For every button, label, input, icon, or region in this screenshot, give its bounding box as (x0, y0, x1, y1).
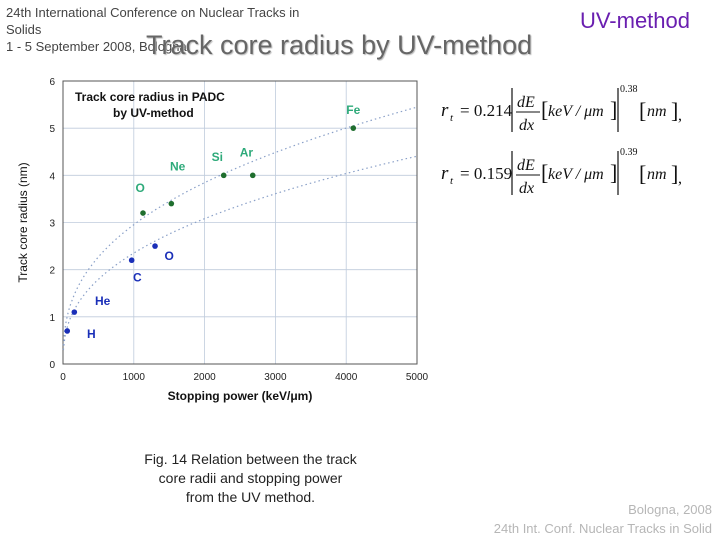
y-tick-label: 5 (49, 124, 55, 135)
eq1-bracket-open: [ (541, 97, 548, 122)
y-tick-label: 3 (49, 219, 55, 230)
eq1-unit-bracket-close: ] (671, 98, 678, 123)
point-label: Ar (240, 145, 254, 159)
data-point (140, 210, 146, 216)
eq2-lhs: r (441, 163, 449, 184)
fit-curves (62, 106, 417, 351)
eq1-coefficient: = 0.214 (460, 101, 513, 120)
data-points (64, 125, 357, 334)
eq1-bracket-close: ] (610, 97, 617, 122)
chart-grid (62, 80, 418, 365)
eq2-denominator: dx (519, 180, 534, 197)
eq1-exponent: 0.38 (620, 84, 638, 95)
conference-header: 24th International Conference on Nuclear… (6, 4, 346, 55)
method-tag: UV-method (579, 8, 690, 33)
data-point (152, 243, 158, 249)
conference-line-2: Solids (6, 22, 42, 37)
caption-line-2: core radii and stopping power (158, 470, 343, 486)
eq2-bracket-open: [ (541, 160, 548, 185)
eq2-subscript: t (450, 175, 454, 187)
eq2-unit-bracket-open: [ (639, 161, 646, 186)
y-tick-label: 6 (49, 77, 55, 88)
eq2-result-unit: nm (647, 166, 667, 183)
x-tick-label: 3000 (264, 372, 287, 383)
footer-line-1: Bologna, 2008 (628, 502, 712, 517)
radius-vs-stopping-power-chart: 0 1 2 3 4 5 6 0 1000 2000 3000 4000 5000 H He C O O Ne Si A… (16, 77, 429, 403)
point-label: H (87, 327, 96, 341)
eq1-subscript: t (450, 112, 454, 124)
point-labels: H He C O O Ne Si Ar Fe (87, 103, 361, 341)
data-point (71, 309, 78, 315)
conference-line-1: 24th International Conference on Nuclear… (6, 5, 300, 20)
point-label: Fe (346, 103, 360, 117)
eq1-unit-bracket-open: [ (639, 98, 646, 123)
chart-title-line-1: Track core radius in PADC (75, 90, 225, 104)
caption-line-1: Fig. 14 Relation between the track (144, 451, 357, 467)
y-tick-label: 1 (49, 313, 55, 324)
eq1-trail: , (678, 107, 682, 124)
eq2-unit-bracket-close: ] (671, 161, 678, 186)
eq1-numerator: dE (517, 94, 535, 111)
fit-curve-2 (62, 155, 417, 351)
x-tick-label: 1000 (123, 372, 146, 383)
data-point (168, 200, 175, 207)
point-label: O (136, 181, 145, 195)
data-point (249, 172, 256, 179)
slide-footer: Bologna, 2008 24th Int. Conf. Nuclear Tr… (494, 500, 712, 538)
point-label: O (165, 249, 174, 263)
x-tick-label: 0 (60, 372, 66, 383)
conference-line-3: 1 - 5 September 2008, Bologna (6, 39, 187, 54)
eq2-unit: keV / μm (548, 166, 604, 183)
point-label: Si (212, 150, 223, 164)
equation-fit-1: r t = 0.214 dE dx [ keV / μm ] 0.38 [ nm… (441, 84, 682, 134)
y-tick-label: 2 (49, 266, 55, 277)
y-tick-label: 4 (49, 171, 55, 182)
y-axis-label: Track core radius (nm) (16, 162, 30, 282)
eq2-numerator: dE (517, 157, 535, 174)
data-point (220, 172, 227, 179)
point-label: He (95, 294, 111, 308)
eq2-coefficient: = 0.159 (460, 164, 512, 183)
eq1-result-unit: nm (647, 103, 667, 120)
slide-title: Track core radius by UV-method (146, 30, 533, 60)
data-point (350, 125, 357, 131)
axis-ticks: 0 1 2 3 4 5 6 0 1000 2000 3000 4000 5000 (49, 77, 428, 383)
eq2-exponent: 0.39 (620, 147, 638, 158)
data-point (64, 328, 71, 334)
eq1-lhs: r (441, 100, 449, 121)
x-tick-label: 5000 (406, 372, 429, 383)
eq2-bracket-close: ] (610, 160, 617, 185)
fit-curve-1 (62, 106, 417, 346)
eq2-trail: , (678, 170, 682, 187)
chart-title-line-2: by UV-method (113, 106, 194, 120)
equation-fit-2: r t = 0.159 dE dx [ keV / μm ] 0.39 [ nm… (441, 147, 682, 197)
footer-line-2: 24th Int. Conf. Nuclear Tracks in Solid (493, 521, 712, 536)
data-point (128, 257, 135, 264)
eq1-denominator: dx (519, 117, 534, 134)
figure-caption: Fig. 14 Relation between the track core … (118, 450, 383, 507)
x-axis-label: Stopping power (keV/μm) (168, 389, 313, 403)
caption-line-3: from the UV method. (185, 489, 316, 505)
eq1-unit: keV / μm (548, 103, 604, 120)
x-tick-label: 2000 (193, 372, 216, 383)
y-tick-label: 0 (49, 360, 55, 371)
point-label: C (133, 270, 142, 284)
point-label: Ne (170, 160, 186, 174)
plot-frame (62, 80, 418, 365)
x-tick-label: 4000 (335, 372, 358, 383)
